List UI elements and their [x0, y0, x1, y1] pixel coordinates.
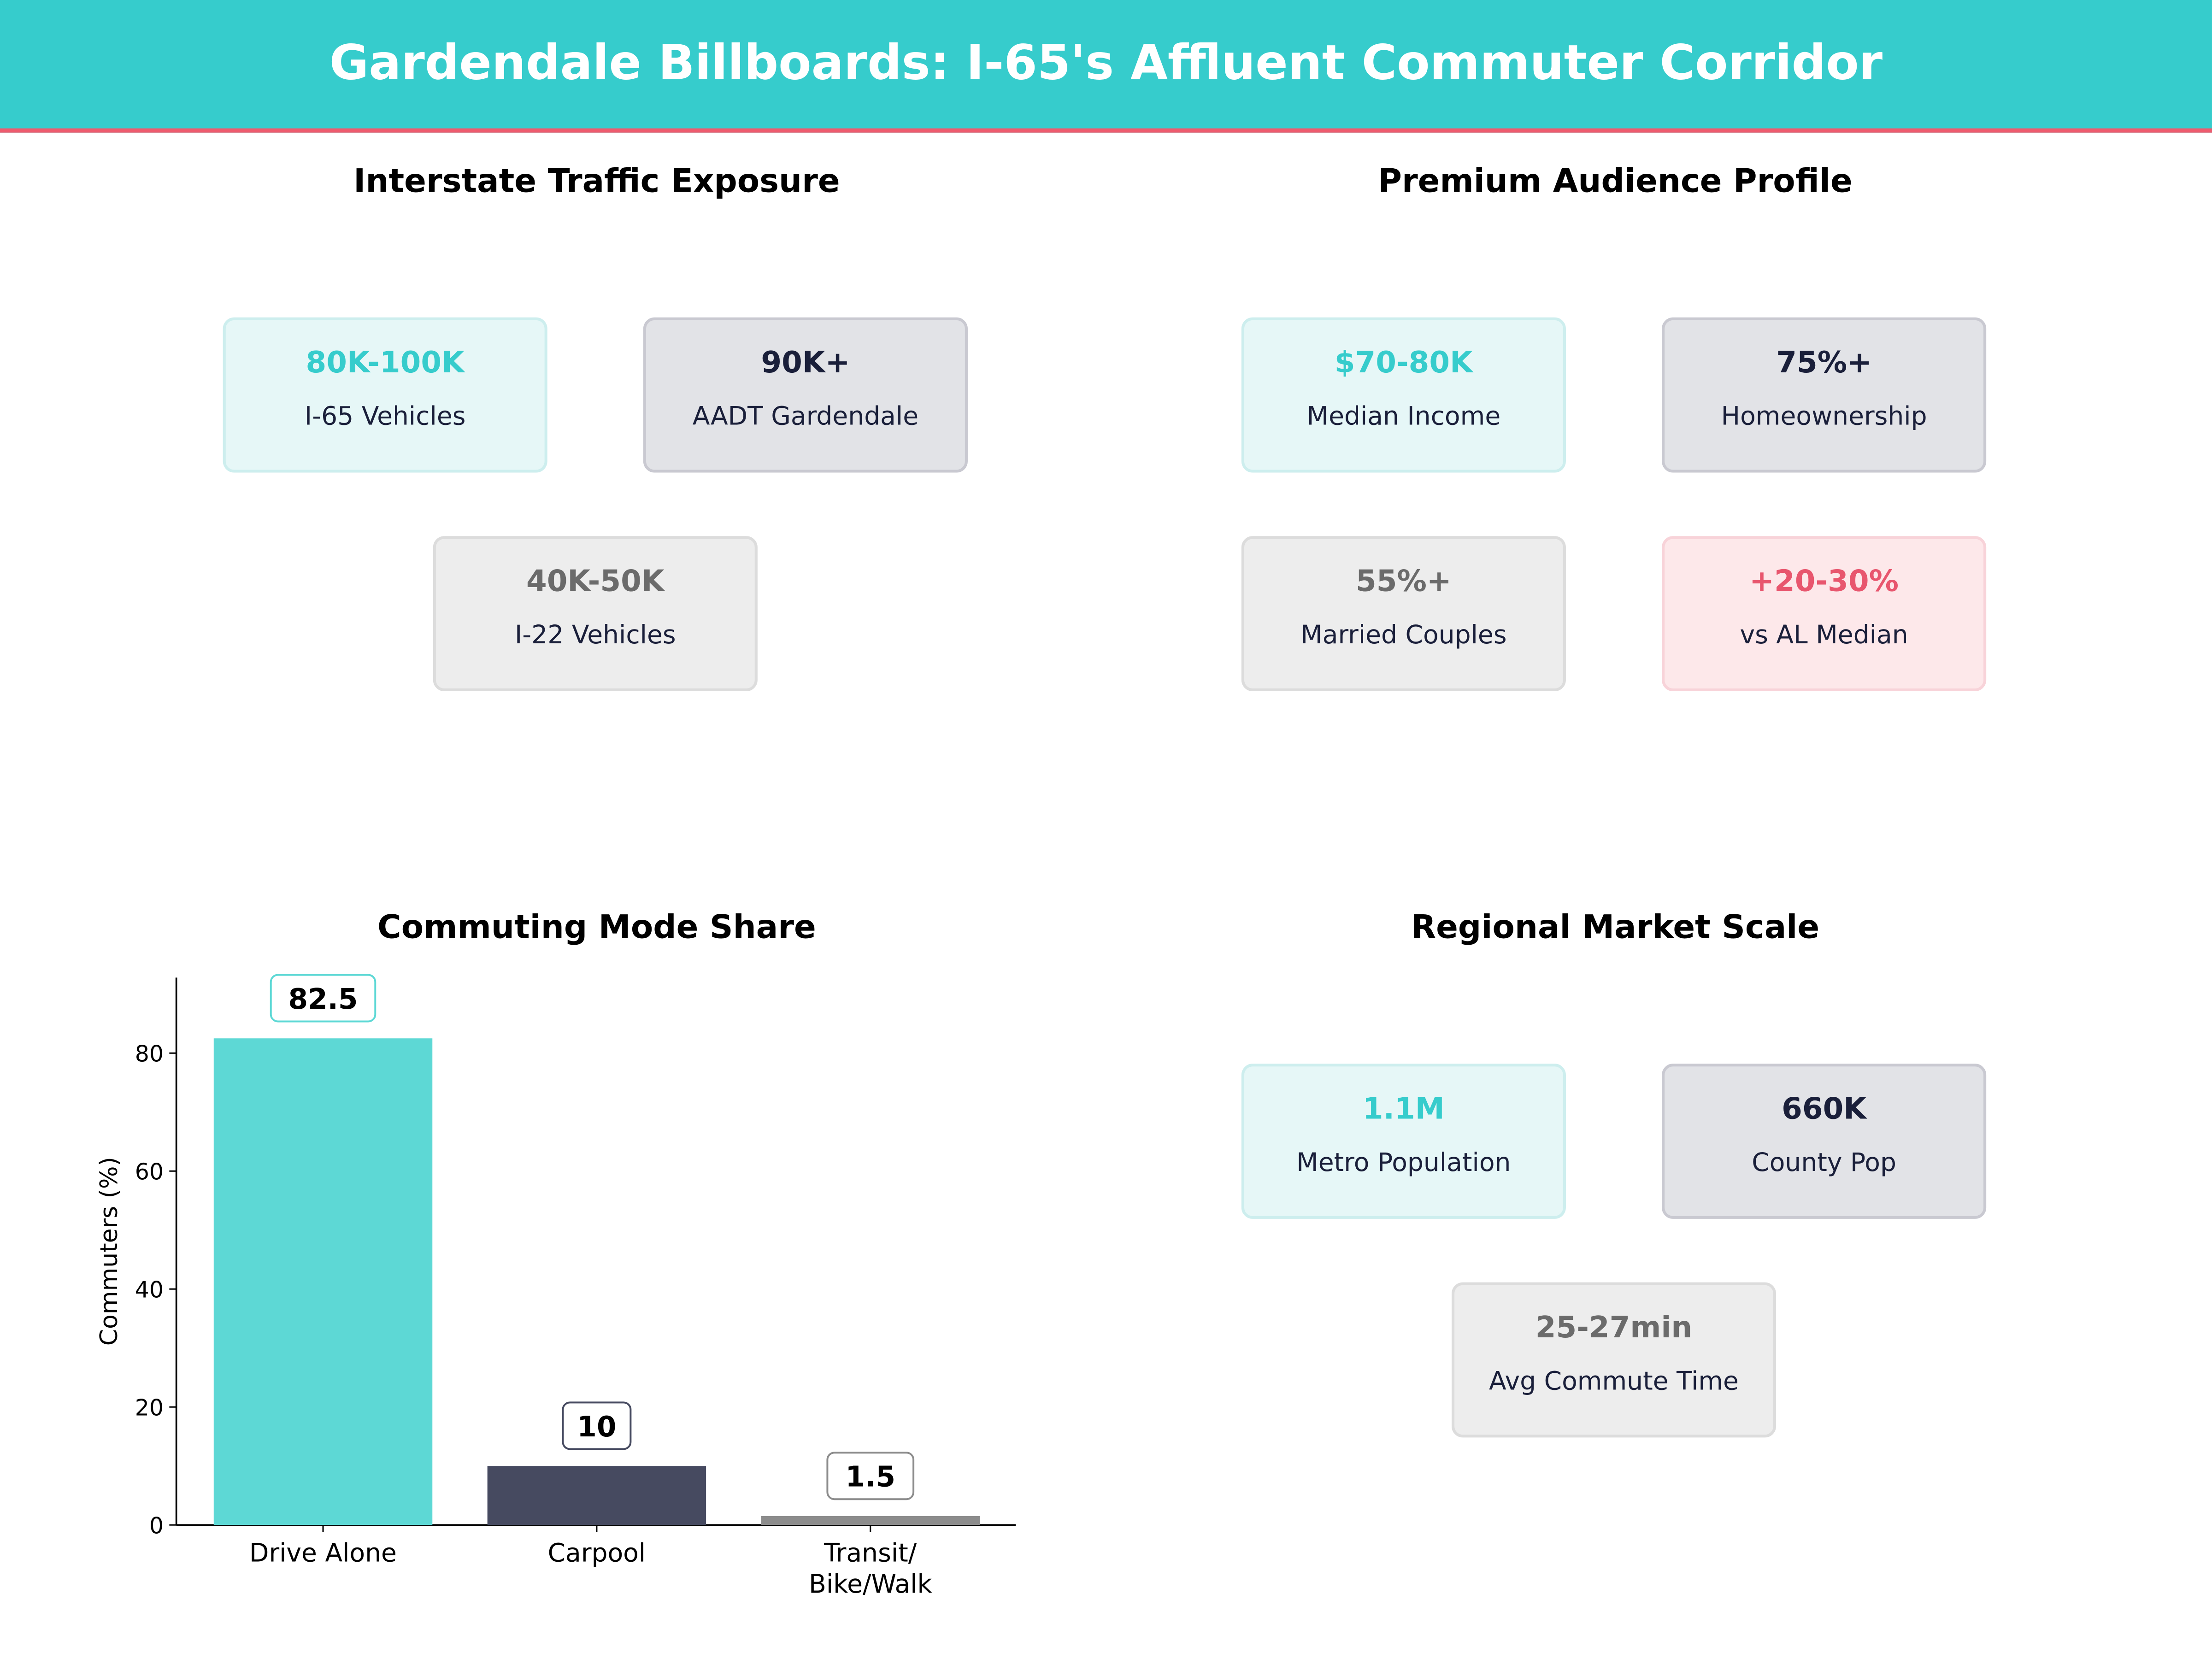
stat-label: I-65 Vehicles	[304, 402, 466, 432]
stat-label: AADT Gardendale	[692, 402, 919, 432]
market-stat-card: 660K County Pop	[1662, 1064, 1987, 1219]
stat-value: $70-80K	[1334, 345, 1473, 380]
page-title: Gardendale Billboards: I-65's Affluent C…	[329, 35, 1883, 92]
stat-value: 80K-100K	[306, 345, 465, 380]
stat-label: Homeownership	[1721, 402, 1927, 432]
x-tick-label: Transit/	[824, 1538, 917, 1568]
data-label-box	[562, 1401, 632, 1450]
y-tick-label: 20	[135, 1395, 164, 1421]
data-label-box	[270, 974, 377, 1023]
y-axis-label: Commuters (%)	[95, 1157, 123, 1346]
stat-value: 75%+	[1776, 345, 1872, 380]
data-label: 82.5	[288, 983, 358, 1016]
stat-value: 40K-50K	[526, 564, 665, 598]
stat-value: 55%+	[1356, 564, 1452, 598]
stat-value: 90K+	[761, 345, 850, 380]
traffic-stat-card: 40K-50K I-22 Vehicles	[433, 536, 758, 691]
market-panel-title: Regional Market Scale	[1411, 910, 1820, 947]
y-tick-label: 0	[149, 1513, 164, 1539]
stat-label: Avg Commute Time	[1489, 1367, 1739, 1397]
market-stat-card: 25-27min Avg Commute Time	[1451, 1282, 1777, 1438]
stat-value: 660K	[1782, 1092, 1867, 1126]
audience-stat-card: $70-80K Median Income	[1241, 317, 1566, 473]
y-tick-label: 80	[135, 1041, 164, 1067]
audience-stat-card: +20-30% vs AL Median	[1662, 536, 1987, 691]
market-stat-card: 1.1M Metro Population	[1241, 1064, 1566, 1219]
bar	[487, 1466, 706, 1525]
traffic-panel-title: Interstate Traffic Exposure	[353, 164, 840, 200]
stat-value: 25-27min	[1535, 1310, 1693, 1345]
data-label: 10	[577, 1411, 616, 1443]
y-tick-label: 60	[135, 1159, 164, 1185]
y-tick-label: 40	[135, 1277, 164, 1303]
chart-title: Commuting Mode Share	[377, 910, 816, 947]
audience-panel-title: Premium Audience Profile	[1378, 164, 1853, 200]
traffic-stat-card: 80K-100K I-65 Vehicles	[223, 317, 547, 473]
data-label: 1.5	[846, 1461, 895, 1494]
audience-stat-card: 55%+ Married Couples	[1241, 536, 1566, 691]
bar	[213, 1038, 433, 1525]
traffic-stat-card: 90K+ AADT Gardendale	[643, 317, 968, 473]
stat-label: Metro Population	[1296, 1148, 1511, 1178]
stat-label: County Pop	[1752, 1148, 1896, 1178]
stat-label: vs AL Median	[1740, 620, 1908, 651]
stat-value: +20-30%	[1749, 564, 1899, 598]
data-label-box	[826, 1452, 915, 1500]
stat-label: Median Income	[1306, 402, 1501, 432]
x-tick-label: Drive Alone	[249, 1538, 397, 1568]
x-tick-label: Bike/Walk	[809, 1569, 932, 1599]
stat-value: 1.1M	[1362, 1092, 1445, 1126]
x-tick-label: Carpool	[548, 1538, 646, 1568]
audience-stat-card: 75%+ Homeownership	[1662, 317, 1987, 473]
header-banner: Gardendale Billboards: I-65's Affluent C…	[0, 0, 2212, 133]
stat-label: Married Couples	[1300, 620, 1507, 651]
stat-label: I-22 Vehicles	[515, 620, 676, 651]
bar	[761, 1516, 980, 1525]
